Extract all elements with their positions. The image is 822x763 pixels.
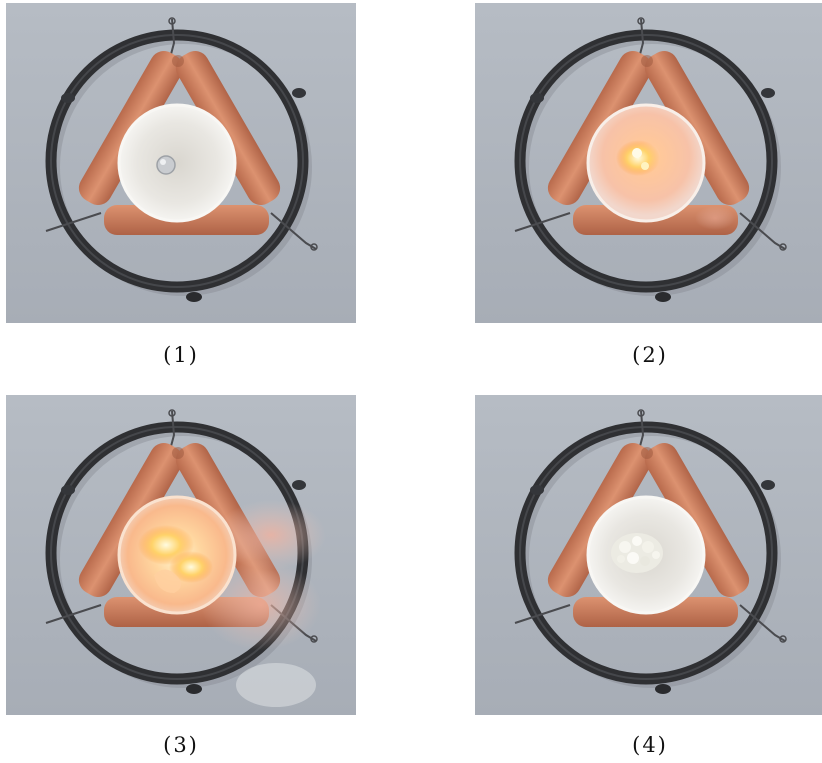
caption-3: (3): [163, 733, 199, 757]
photo-unlit-crucible: [6, 3, 356, 323]
photo-panel-1: [6, 3, 356, 323]
white-residue: [611, 533, 663, 573]
photo-igniting-crucible: [475, 3, 822, 323]
photo-panel-4: [475, 395, 822, 715]
caption-1: (1): [163, 343, 199, 367]
photo-burning-crucible: [6, 395, 356, 715]
caption-2: (2): [632, 343, 668, 367]
photo-panel-2: [475, 3, 822, 323]
caption-4: (4): [632, 733, 668, 757]
photo-residue-crucible: [475, 395, 822, 715]
photo-panel-3: [6, 395, 356, 715]
